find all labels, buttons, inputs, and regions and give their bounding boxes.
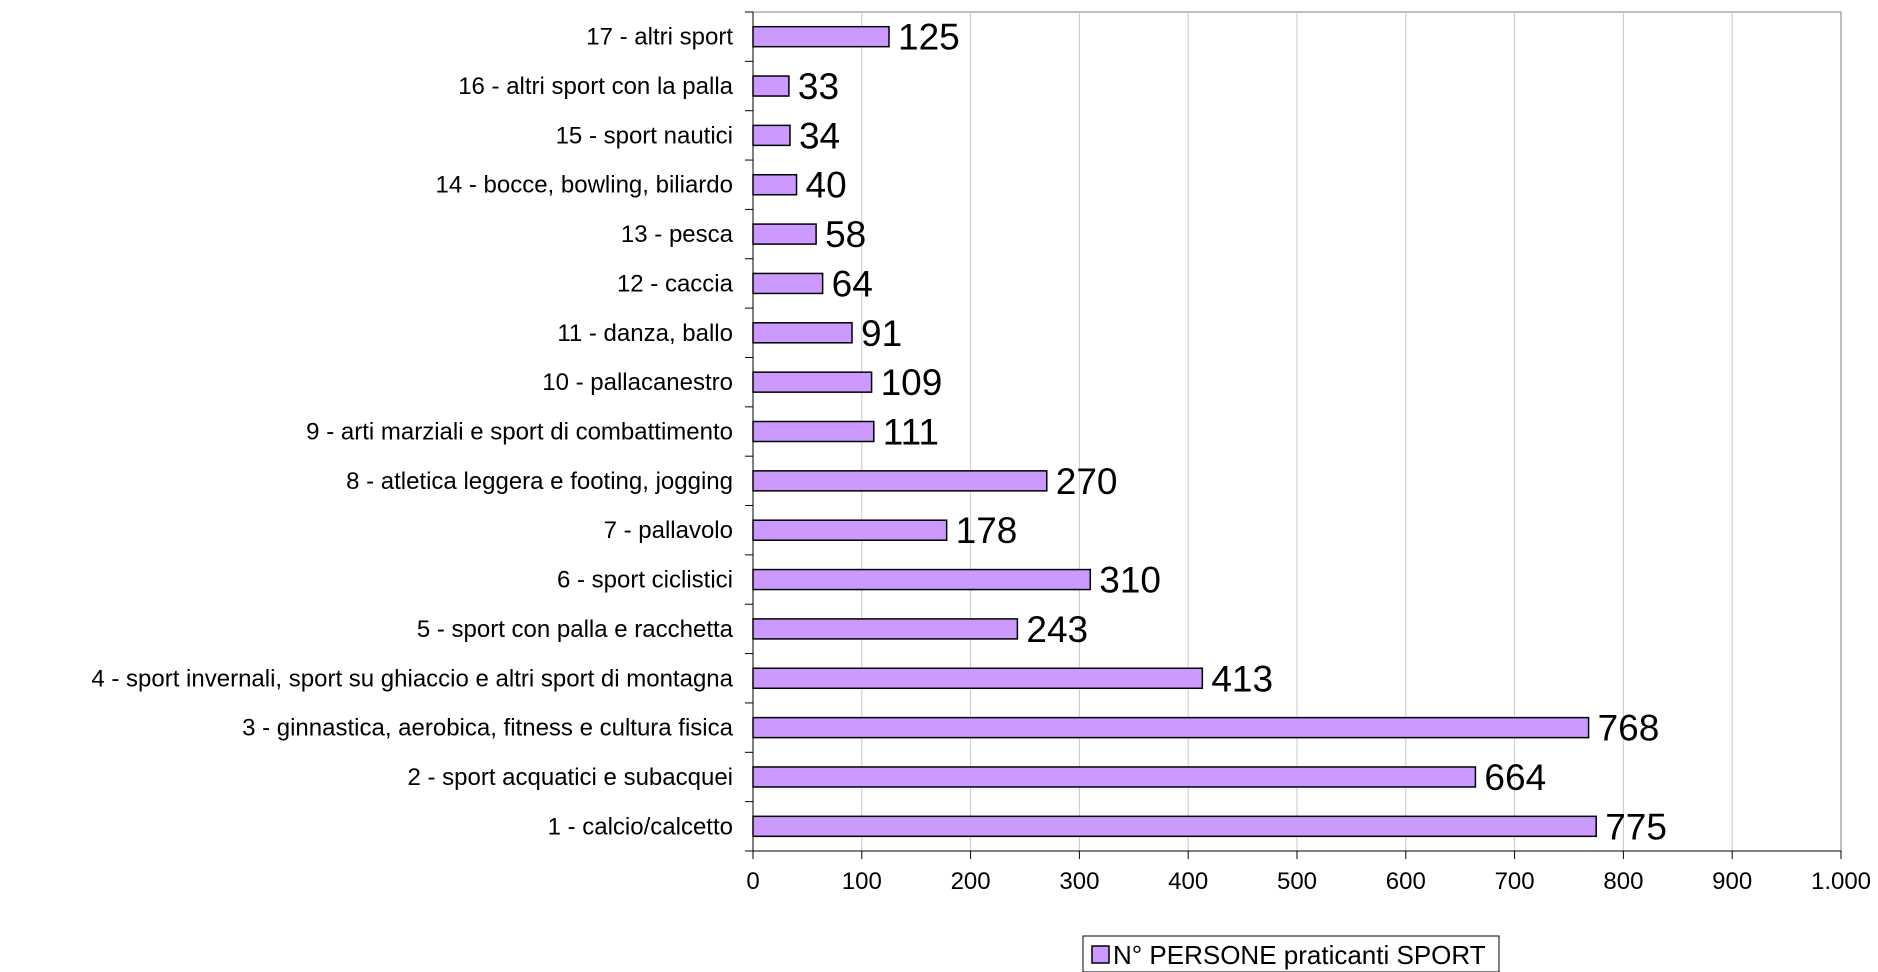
bar: [752, 173, 798, 196]
category-label: 9 - arti marziali e sport di combattimen…: [306, 419, 733, 446]
category-label: 14 - bocce, bowling, biliardo: [435, 172, 733, 199]
value-label: 768: [1598, 708, 1660, 749]
x-tick-label: 900: [1712, 868, 1752, 895]
category-labels: 1 - calcio/calcetto 2 - sport acquatici e…: [91, 24, 733, 841]
value-label: 91: [861, 313, 902, 354]
bars: [752, 25, 1597, 838]
bar: [752, 420, 875, 443]
value-label: 109: [881, 362, 943, 403]
legend-label: N° PERSONE praticanti SPORT: [1113, 940, 1486, 970]
category-label: 8 - atletica leggera e footing, jogging: [346, 468, 733, 495]
category-label: 4 - sport invernali, sport su ghiaccio e…: [91, 665, 733, 692]
grid-lines: [861, 12, 1733, 851]
category-label: 2 - sport acquatici e subacquei: [407, 764, 733, 791]
bar: [752, 716, 1590, 739]
legend-swatch: [1091, 945, 1110, 964]
value-label: 243: [1026, 609, 1088, 650]
x-tick-label: 700: [1495, 868, 1535, 895]
value-labels: 775 664 768 413 243 310 178 270 111 109 91 64 58 40 34…: [798, 17, 1667, 848]
x-tick-label: 1.000: [1811, 868, 1871, 895]
x-tick-label: 0: [746, 868, 759, 895]
bar: [752, 519, 948, 541]
category-label: 6 - sport ciclistici: [557, 567, 733, 594]
category-label: 13 - pesca: [621, 221, 734, 248]
category-label: 12 - caccia: [617, 270, 734, 297]
legend: N° PERSONE praticanti SPORT: [1082, 935, 1500, 972]
value-label: 310: [1099, 560, 1161, 601]
bar: [752, 75, 790, 97]
x-tick-label: 500: [1277, 868, 1317, 895]
bar: [752, 322, 853, 344]
bar: [752, 124, 791, 147]
value-label: 40: [806, 165, 847, 206]
value-label: 111: [883, 412, 939, 453]
category-label: 5 - sport con palla e racchetta: [417, 616, 734, 643]
x-tick-label: 800: [1603, 868, 1643, 895]
value-label: 178: [956, 510, 1018, 551]
bar: [752, 470, 1048, 492]
value-label: 270: [1056, 461, 1118, 502]
bar: [752, 667, 1204, 690]
bar: [752, 766, 1477, 788]
axes: [745, 11, 1842, 859]
x-tick-label: 600: [1386, 868, 1426, 895]
x-tick-labels: 0 100 200 300 400 500 600 700 800 900 1.000: [746, 868, 1871, 895]
category-label: 10 - pallacanestro: [542, 369, 733, 396]
value-label: 64: [832, 263, 873, 304]
category-label: 1 - calcio/calcetto: [548, 813, 733, 840]
bar: [752, 371, 873, 393]
bar: [752, 25, 890, 48]
category-label: 16 - altri sport con la palla: [458, 73, 733, 100]
value-label: 125: [898, 17, 960, 58]
category-label: 11 - danza, ballo: [557, 320, 733, 347]
bar: [752, 618, 1019, 640]
bar: [752, 568, 1092, 591]
x-tick-label: 400: [1168, 868, 1208, 895]
bar: [752, 272, 824, 295]
value-label: 413: [1211, 658, 1273, 699]
legend-box: [1082, 935, 1500, 972]
category-label: 3 - ginnastica, aerobica, fitness e cult…: [242, 715, 734, 742]
value-label: 58: [825, 214, 866, 255]
value-label: 33: [798, 66, 839, 107]
x-tick-label: 300: [1059, 868, 1099, 895]
category-label: 7 - pallavolo: [604, 517, 733, 544]
bar: [752, 815, 1597, 838]
x-tick-label: 100: [842, 868, 882, 895]
value-label: 775: [1605, 806, 1667, 847]
x-tick-label: 200: [951, 868, 991, 895]
value-label: 34: [799, 115, 840, 156]
category-label: 17 - altri sport: [586, 24, 733, 51]
category-label: 15 - sport nautici: [556, 122, 733, 149]
value-label: 664: [1484, 757, 1546, 798]
bar: [752, 223, 817, 245]
